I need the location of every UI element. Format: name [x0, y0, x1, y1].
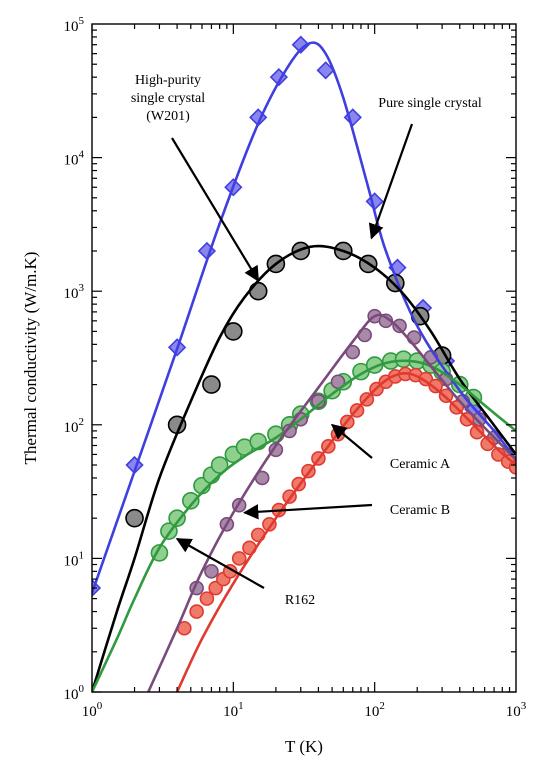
data-point [202, 375, 221, 394]
fit-line-4 [175, 372, 516, 692]
y-axis-title: Thermal conductivity (W/m.K) [21, 252, 40, 465]
annotation-4: R162 [175, 537, 315, 608]
data-point [189, 604, 204, 619]
annotation-text: R162 [285, 593, 315, 608]
x-tick-label: 101 [223, 700, 244, 720]
data-point [168, 509, 186, 527]
fit-line-0 [92, 41, 516, 594]
data-point [224, 322, 243, 341]
x-tick-label: 103 [506, 700, 527, 720]
annotation-text: (W201) [146, 109, 190, 124]
data-point [469, 424, 485, 440]
plot-frame [91, 23, 517, 693]
data-point [204, 564, 219, 579]
data-point [428, 378, 443, 394]
axis-ticks: 100 101 102 103 100 101 102 103 104 105 [64, 15, 527, 720]
y-tick-label: 103 [64, 282, 85, 302]
data-point [125, 508, 144, 528]
data-point [291, 35, 310, 54]
data-point [210, 456, 229, 474]
series-1 [125, 241, 452, 528]
data-point [231, 551, 247, 566]
annotation-3: Ceramic B [242, 503, 450, 520]
x-tick-label: 100 [82, 700, 103, 720]
x-tick-label: 102 [364, 700, 385, 720]
annotation-arrow [175, 537, 265, 589]
annotation-2: Ceramic A [330, 423, 451, 472]
annotation-arrow [368, 123, 414, 240]
x-axis-title: T (K) [285, 737, 323, 756]
fit-line-2 [92, 359, 516, 692]
annotation-text: High-purity [135, 73, 201, 88]
data-point [392, 318, 407, 334]
annotation-text: Ceramic B [390, 503, 450, 518]
annotation-layer: High-purity single crystal (W201) Pure sing… [131, 73, 482, 608]
y-tick-label: 104 [64, 149, 85, 169]
data-point [248, 281, 268, 301]
annotation-1: Pure single crystal [368, 96, 482, 240]
annotation-arrow [242, 503, 373, 520]
data-point [316, 61, 335, 80]
annotation-0: High-purity single crystal (W201) [131, 73, 260, 282]
annotation-text: Pure single crystal [378, 96, 482, 111]
annotation-arrow [330, 423, 373, 459]
y-tick-label: 105 [64, 15, 85, 35]
fit-line-1 [92, 244, 516, 692]
y-tick-label: 101 [64, 549, 85, 569]
data-point [199, 591, 215, 606]
annotation-text: single crystal [131, 91, 205, 106]
annotation-text: Ceramic A [390, 457, 451, 472]
y-tick-label: 102 [64, 416, 85, 436]
fit-line-3 [147, 313, 516, 692]
data-point [181, 491, 200, 510]
annotation-arrow [171, 137, 260, 282]
y-tick-label: 100 [64, 683, 85, 703]
series-layer [92, 35, 516, 692]
